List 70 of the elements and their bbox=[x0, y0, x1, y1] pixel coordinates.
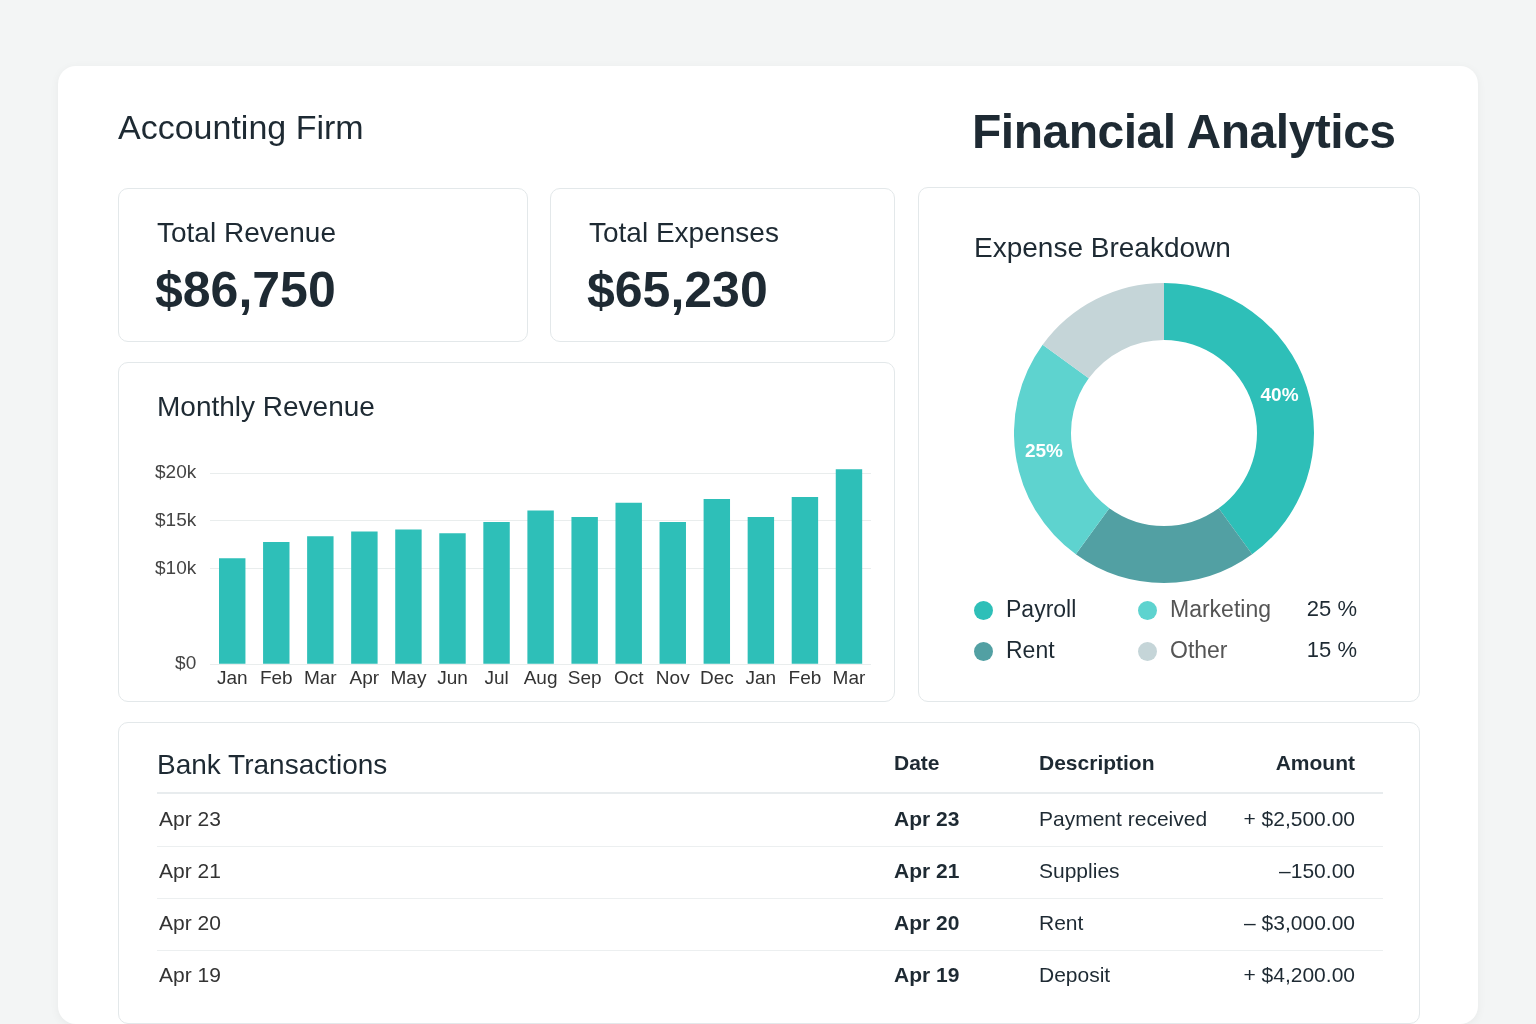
legend-label: Marketing bbox=[1170, 596, 1271, 623]
x-tick-label: Jan bbox=[216, 666, 248, 688]
text: Apr 23 bbox=[159, 807, 221, 831]
x-tick-label: Dec bbox=[699, 666, 734, 688]
x-tick-label: Jan bbox=[745, 666, 777, 688]
text: Total Expenses bbox=[589, 217, 779, 249]
chart-title: Monthly Revenue bbox=[157, 391, 375, 423]
text: Payment received bbox=[1039, 807, 1208, 831]
text: Bank Transactions bbox=[157, 749, 388, 781]
bar bbox=[747, 517, 775, 664]
text: Apr 21 bbox=[894, 859, 960, 883]
category-label: Description bbox=[1039, 751, 1155, 775]
x-tick-label: Jul bbox=[484, 666, 509, 688]
category-label: Amount bbox=[1275, 751, 1355, 775]
y-tick-label: $15k bbox=[155, 509, 197, 531]
y-tick-label: $0 bbox=[175, 652, 197, 674]
bar bbox=[351, 531, 378, 664]
data-label: 40% bbox=[1260, 383, 1299, 405]
chart-title: Expense Breakdown bbox=[974, 232, 1231, 264]
text: Apr 23 bbox=[894, 807, 960, 831]
text: Apr 21 bbox=[159, 859, 221, 883]
x-tick-label: Sep bbox=[567, 666, 602, 688]
x-tick-label: May bbox=[390, 666, 427, 688]
bar bbox=[527, 510, 554, 664]
bar bbox=[439, 533, 466, 664]
x-tick-label: Feb bbox=[788, 666, 822, 688]
category-label: Date bbox=[894, 751, 940, 775]
text: $86,750 bbox=[155, 261, 336, 319]
bar bbox=[219, 558, 246, 664]
x-tick-label: Aug bbox=[523, 666, 558, 688]
text: Accounting Firm bbox=[118, 108, 364, 147]
x-tick-label: Oct bbox=[613, 666, 645, 688]
x-tick-label: Mar bbox=[303, 666, 338, 688]
text: Apr 19 bbox=[159, 963, 221, 987]
text: –150.00 bbox=[1279, 859, 1355, 883]
x-tick-label: Mar bbox=[832, 666, 866, 688]
legend-label: Payroll bbox=[1006, 596, 1077, 623]
y-tick-label: $20k bbox=[155, 461, 197, 483]
bar bbox=[571, 517, 598, 664]
text: Rent bbox=[1039, 911, 1084, 935]
text: 15 % bbox=[1306, 637, 1357, 663]
text: Apr 19 bbox=[894, 963, 960, 987]
bar bbox=[263, 541, 290, 664]
bar bbox=[835, 469, 863, 664]
text: Deposit bbox=[1039, 963, 1111, 987]
text: – $3,000.00 bbox=[1244, 911, 1355, 935]
text: Total Revenue bbox=[157, 217, 337, 249]
bar bbox=[659, 521, 686, 664]
x-tick-label: Nov bbox=[655, 666, 691, 688]
text: $65,230 bbox=[587, 261, 768, 319]
text: Supplies bbox=[1039, 859, 1120, 883]
text: + $2,500.00 bbox=[1243, 807, 1355, 831]
legend-label: Other bbox=[1170, 637, 1228, 664]
text: Financial Analytics bbox=[972, 104, 1396, 159]
y-tick-label: $10k bbox=[155, 556, 197, 578]
legend-label: Rent bbox=[1006, 637, 1055, 664]
text: + $4,200.00 bbox=[1243, 963, 1355, 987]
bar bbox=[615, 502, 642, 664]
bar bbox=[483, 521, 510, 664]
bar bbox=[307, 536, 334, 664]
text: 25 % bbox=[1306, 596, 1357, 622]
bar bbox=[703, 498, 731, 664]
data-label: 25% bbox=[1024, 440, 1064, 462]
bar bbox=[395, 529, 422, 664]
text: Apr 20 bbox=[894, 911, 960, 935]
x-tick-label: Apr bbox=[349, 666, 380, 688]
x-tick-label: Jun bbox=[437, 666, 468, 688]
bar bbox=[791, 497, 819, 664]
text: Apr 20 bbox=[159, 911, 221, 935]
x-tick-label: Feb bbox=[259, 666, 293, 688]
